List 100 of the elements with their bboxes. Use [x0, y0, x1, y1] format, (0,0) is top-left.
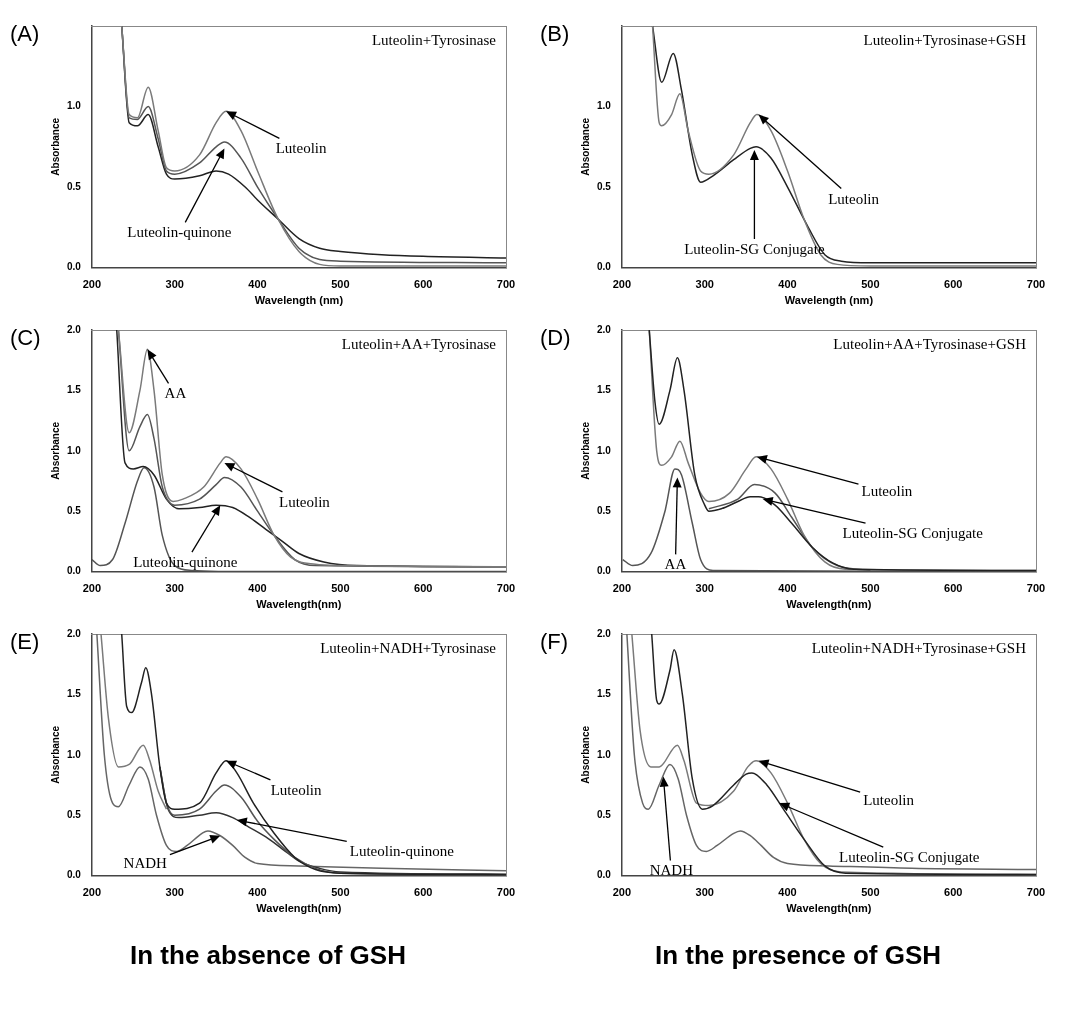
- y-tick-label: 1.0: [597, 100, 612, 112]
- x-tick-label: 300: [165, 278, 184, 291]
- y-tick-label: 0.5: [597, 808, 612, 820]
- y-axis-title: Absorbance: [579, 421, 591, 480]
- y-tick-label: 1.5: [67, 384, 82, 396]
- annotation: Luteolin: [275, 140, 327, 157]
- y-tick-label: 2.0: [597, 323, 612, 335]
- text: Luteolin+Tyrosinase: [371, 32, 497, 49]
- annotation: AA: [164, 385, 187, 402]
- y-tick-label: 0.0: [67, 261, 82, 273]
- x-tick-label: 400: [248, 278, 267, 291]
- x-tick-label: 400: [778, 582, 797, 595]
- x-tick-label: 200: [612, 278, 632, 291]
- x-tick-label: 700: [496, 582, 516, 595]
- annotation: NADH: [649, 862, 694, 879]
- x-tick-label: 600: [944, 886, 963, 899]
- annotation: Luteolin: [863, 791, 915, 808]
- text: Luteolin+AA+Tyrosinase: [341, 336, 497, 353]
- chart-subtitle: (B): [540, 21, 570, 47]
- x-tick-label: 500: [331, 582, 350, 595]
- x-tick-label: 400: [778, 886, 797, 899]
- y-tick-label: 0.5: [67, 504, 82, 516]
- annotation: NADH: [123, 854, 168, 871]
- annotation: Luteolin-SG Conjugate: [839, 849, 980, 866]
- x-tick-label: 500: [861, 582, 880, 595]
- y-tick-label: 1.0: [67, 444, 82, 456]
- y-tick-label: 0.0: [597, 565, 612, 577]
- y-tick-label: 2.0: [597, 627, 612, 639]
- x-tick-label: 200: [82, 886, 102, 899]
- x-tick-label: 700: [496, 886, 516, 899]
- x-tick-label: 600: [414, 278, 433, 291]
- y-tick-label: 1.0: [67, 100, 82, 112]
- annotation: Luteolin: [828, 190, 880, 207]
- y-tick-label: 0.0: [67, 565, 82, 577]
- y-tick-label: 1.0: [67, 748, 82, 760]
- y-axis-title: Absorbance: [579, 725, 591, 784]
- y-tick-label: 1.0: [597, 444, 612, 456]
- x-tick-label: 500: [861, 886, 880, 899]
- x-tick-label: 300: [165, 582, 184, 595]
- x-axis-title: Wavelength(nm): [256, 598, 342, 611]
- y-tick-label: 0.5: [67, 808, 82, 820]
- chart-subtitle: (E): [10, 629, 40, 655]
- x-axis-title: Wavelength (nm): [784, 294, 874, 307]
- annotation: Luteolin: [279, 493, 331, 510]
- text: Luteolin+NADH+Tyrosinase+GSH: [811, 640, 1027, 657]
- x-tick-label: 300: [695, 582, 714, 595]
- x-tick-label: 200: [612, 886, 632, 899]
- chart-subtitle: (C): [10, 325, 41, 351]
- y-axis-title: Absorbance: [49, 725, 61, 784]
- text: Luteolin+Tyrosinase+GSH: [863, 32, 1027, 49]
- x-tick-label: 300: [695, 278, 714, 291]
- text: Luteolin+AA+Tyrosinase+GSH: [833, 336, 1027, 353]
- annotation: AA: [664, 556, 687, 573]
- text: Luteolin+NADH+Tyrosinase: [320, 640, 497, 657]
- x-tick-label: 500: [861, 278, 880, 291]
- y-tick-label: 1.5: [597, 688, 612, 700]
- x-axis-title: Wavelength(nm): [786, 902, 872, 915]
- x-tick-label: 700: [1026, 582, 1046, 595]
- x-tick-label: 200: [82, 582, 102, 595]
- x-tick-label: 600: [414, 886, 433, 899]
- text: In the presence of GSH: [653, 940, 943, 971]
- x-tick-label: 300: [165, 886, 184, 899]
- x-tick-label: 600: [944, 582, 963, 595]
- annotation: Luteolin: [861, 482, 913, 499]
- x-tick-label: 700: [496, 278, 516, 291]
- x-tick-label: 500: [331, 886, 350, 899]
- y-tick-label: 1.5: [67, 688, 82, 700]
- chart-subtitle: (A): [10, 21, 40, 47]
- y-tick-label: 0.5: [597, 180, 612, 192]
- annotation: Luteolin-quinone: [127, 224, 232, 241]
- y-axis-title: Absorbance: [579, 117, 591, 176]
- y-tick-label: 2.0: [67, 323, 82, 335]
- chart-subtitle: (D): [540, 325, 571, 351]
- x-tick-label: 500: [331, 278, 350, 291]
- x-tick-label: 600: [944, 278, 963, 291]
- y-tick-label: 1.0: [597, 748, 612, 760]
- x-tick-label: 400: [248, 886, 267, 899]
- y-tick-label: 0.0: [597, 869, 612, 881]
- x-tick-label: 200: [612, 582, 632, 595]
- annotation: Luteolin-SG Conjugate: [842, 525, 984, 542]
- y-tick-label: 1.5: [597, 384, 612, 396]
- y-tick-label: 0.0: [597, 261, 612, 273]
- x-axis-title: Wavelength(nm): [786, 598, 872, 611]
- x-tick-label: 200: [82, 278, 102, 291]
- y-tick-label: 0.0: [67, 869, 82, 881]
- x-axis-title: Wavelength(nm): [256, 902, 342, 915]
- x-tick-label: 700: [1026, 278, 1046, 291]
- y-tick-label: 2.0: [67, 627, 82, 639]
- chart-subtitle: (F): [540, 629, 569, 655]
- x-tick-label: 600: [414, 582, 433, 595]
- y-tick-label: 0.5: [67, 180, 82, 192]
- x-axis-title: Wavelength (nm): [254, 294, 344, 307]
- text: In the absence of GSH: [129, 940, 407, 971]
- x-tick-label: 400: [248, 582, 267, 595]
- y-tick-label: 0.5: [597, 504, 612, 516]
- x-tick-label: 300: [695, 886, 714, 899]
- annotation: Luteolin: [270, 781, 322, 798]
- annotation: Luteolin-quinone: [349, 842, 455, 859]
- x-tick-label: 700: [1026, 886, 1046, 899]
- y-axis-title: Absorbance: [49, 421, 61, 480]
